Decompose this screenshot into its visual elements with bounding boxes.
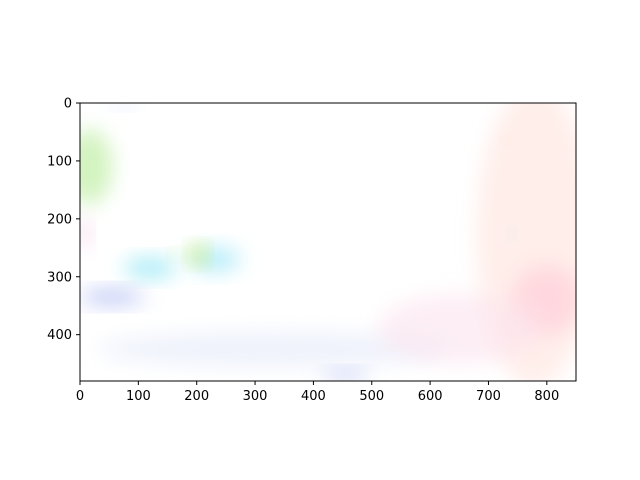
y-tick-label: 100 xyxy=(47,154,72,169)
heatmap-region-4 xyxy=(189,245,207,265)
x-tick-label: 600 xyxy=(418,389,443,404)
heatmap-region-13 xyxy=(508,228,515,238)
y-axis: 0 100 200 300 400 xyxy=(47,97,80,343)
y-tick-label: 200 xyxy=(47,212,72,227)
x-tick-label: 200 xyxy=(184,389,209,404)
heatmap-region-14 xyxy=(112,103,136,110)
heatmap-region-5 xyxy=(170,250,183,260)
heatmap-region-11 xyxy=(377,294,541,364)
y-tick-label: 300 xyxy=(47,270,72,285)
x-tick-label: 500 xyxy=(359,389,384,404)
heatmap-region-7 xyxy=(97,331,448,367)
x-tick-label: 800 xyxy=(534,389,559,404)
heatmap-region-0 xyxy=(80,129,113,205)
plot-frame xyxy=(79,102,577,382)
y-tick-label: 400 xyxy=(47,328,72,343)
x-tick-label: 400 xyxy=(301,389,326,404)
x-tick-label: 300 xyxy=(243,389,268,404)
heatmap-region-2 xyxy=(123,257,177,279)
x-tick-label: 0 xyxy=(76,389,84,404)
x-tick-label: 100 xyxy=(126,389,151,404)
y-tick-label: 0 xyxy=(64,97,72,112)
heatmap-region-6 xyxy=(80,288,145,306)
heatmap-region-8 xyxy=(322,369,369,381)
heatmap-region-1 xyxy=(80,218,91,248)
x-axis: 0 100 200 300 400 500 600 700 800 xyxy=(76,381,559,404)
x-tick-label: 700 xyxy=(476,389,501,404)
heatmap-region-12 xyxy=(503,137,509,144)
heatmap-image xyxy=(80,103,576,381)
